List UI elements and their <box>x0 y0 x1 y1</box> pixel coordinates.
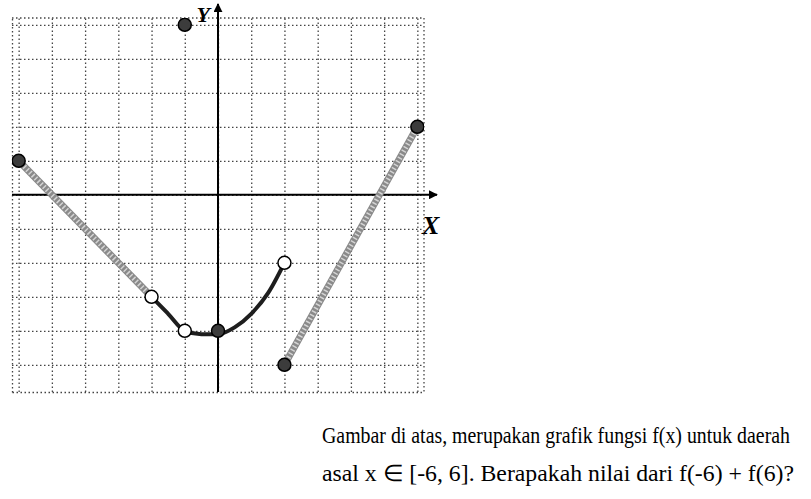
plot-marks <box>12 18 424 371</box>
y-axis-domain <box>12 19 13 393</box>
x-tick <box>19 18 20 392</box>
x-tick <box>52 18 53 392</box>
point <box>145 290 158 303</box>
x-tick <box>284 18 285 392</box>
x-tick <box>384 18 385 392</box>
point <box>411 120 424 133</box>
x-grid-line <box>284 18 285 392</box>
x-grid-line <box>351 18 352 392</box>
point <box>178 18 191 31</box>
x-grid-line <box>118 18 119 392</box>
x-grid-line <box>318 18 319 392</box>
function-line <box>19 161 152 297</box>
x-tick <box>85 18 86 392</box>
y-axis-title: Y <box>197 2 213 27</box>
function-line <box>284 127 417 365</box>
x-grid-line <box>151 18 152 392</box>
x-tick <box>318 18 319 392</box>
question-line: asal x ∈ [-6, 6]. Berapakah nilai dari f… <box>322 461 794 486</box>
x-grid-line <box>384 18 385 392</box>
point <box>278 256 291 269</box>
x-grid-line <box>52 18 53 392</box>
line-hatch <box>284 127 417 365</box>
line-hatch <box>19 161 152 297</box>
x-grid-line <box>251 18 252 392</box>
point <box>12 154 25 167</box>
x-grid-line <box>85 18 86 392</box>
x-axis-line <box>12 194 437 196</box>
point <box>178 324 191 337</box>
point <box>212 324 225 337</box>
x-grid-line <box>417 18 418 392</box>
x-tick <box>251 18 252 392</box>
point <box>278 358 291 371</box>
x-tick <box>351 18 352 392</box>
x-tick <box>152 18 153 392</box>
x-tick <box>118 18 119 392</box>
figure: X Y Gambar di atas, merupakan grafik fungs… <box>0 0 811 499</box>
x-grid-line <box>18 18 19 392</box>
x-axis-title: X <box>421 211 440 240</box>
x-axis-domain <box>13 392 425 393</box>
question-line: Gambar di atas, merupakan grafik fungsi … <box>322 423 790 448</box>
x-tick <box>417 18 418 392</box>
function-line <box>152 263 285 334</box>
